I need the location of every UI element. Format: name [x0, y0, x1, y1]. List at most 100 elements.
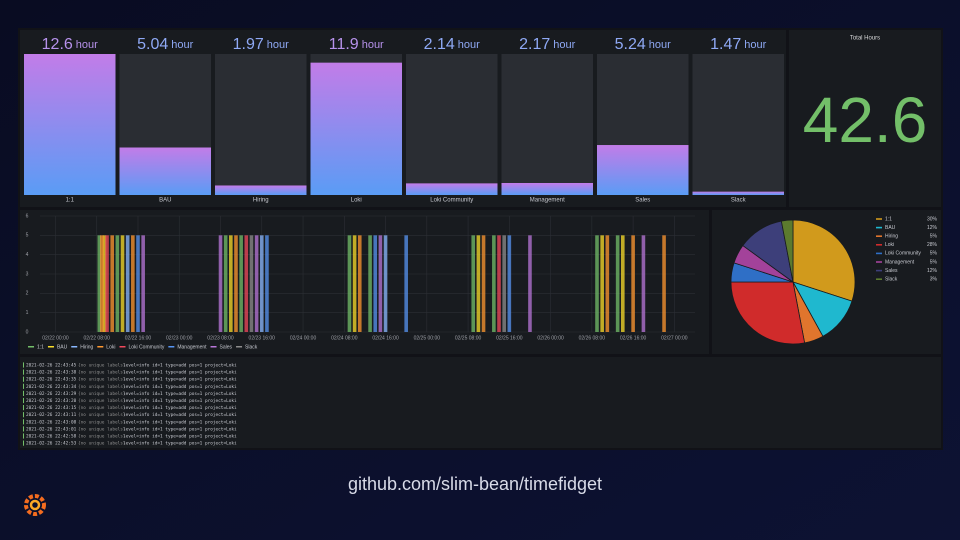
log-message: level=info id=1 type=add pos=1 project=L… [123, 377, 237, 383]
log-labels: {no unique labels} [78, 426, 126, 432]
log-level-bar [23, 383, 24, 389]
log-labels: {no unique labels} [78, 412, 126, 418]
y-tick-label: 1 [26, 310, 29, 316]
stat-title: Total Hours [850, 36, 880, 42]
legend-swatch [71, 346, 78, 348]
bar-track [692, 54, 784, 195]
bar-value-number: 5.04 [137, 36, 168, 53]
spike [481, 235, 486, 332]
spike [131, 235, 135, 332]
log-labels: {no unique labels} [78, 370, 126, 376]
log-labels: {no unique labels} [78, 434, 126, 440]
spike [254, 235, 259, 332]
log-level-bar [23, 390, 24, 396]
log-message: level=info id=1 type=add pos=1 project=L… [123, 434, 237, 440]
bar-value-unit: hour [171, 39, 193, 51]
legend-label: BAU [57, 344, 68, 350]
log-level-bar [23, 369, 24, 375]
bar-value: 11.9 hour [329, 36, 384, 53]
timeseries-panel [20, 210, 709, 354]
legend-swatch [876, 278, 882, 280]
log-level-bar [23, 419, 24, 425]
x-tick-label: 02/24 16:00 [372, 335, 399, 341]
legend-value: 5% [930, 234, 938, 240]
legend-value: 30% [927, 216, 938, 222]
spike [244, 235, 249, 332]
bar-value: 2.14 hour [424, 36, 480, 53]
spike [620, 235, 625, 332]
log-message: level=info id=1 type=add pos=1 project=L… [123, 419, 237, 425]
legend-label: Sales [220, 344, 233, 350]
spike [492, 235, 496, 332]
spike [218, 235, 223, 332]
x-tick-label: 02/25 00:00 [414, 335, 441, 341]
bar-label: BAU [159, 198, 171, 204]
x-tick-label: 02/26 08:00 [579, 335, 606, 341]
spike [383, 235, 388, 332]
spike [471, 235, 476, 332]
spike [357, 235, 362, 332]
log-time: 2021-02-26 22:43:34 [26, 384, 77, 390]
log-time: 2021-02-26 22:42:53 [26, 441, 77, 447]
legend-label: Hiring [885, 234, 898, 240]
spike [265, 235, 269, 332]
log-level-bar [23, 405, 24, 411]
log-level-bar [23, 440, 24, 446]
spike [102, 235, 107, 332]
spike [249, 235, 254, 332]
legend-label: Loki [106, 344, 115, 350]
y-tick-label: 6 [26, 213, 29, 219]
bar-value-unit: hour [267, 39, 289, 51]
spike [110, 235, 115, 332]
spike [229, 235, 233, 332]
legend-swatch [876, 218, 882, 220]
log-time: 2021-02-26 22:43:11 [26, 412, 77, 418]
spike [615, 235, 620, 332]
legend-swatch [876, 244, 882, 246]
bar-value: 1.47 hour [710, 36, 766, 53]
log-level-bar [23, 433, 24, 439]
x-tick-label: 02/24 00:00 [290, 335, 317, 341]
bar-label: Sales [635, 198, 650, 204]
grafana-logo [24, 494, 46, 516]
x-tick-label: 02/26 00:00 [537, 335, 564, 341]
bar [692, 191, 784, 195]
x-tick-label: 02/22 00:00 [42, 335, 69, 341]
y-tick-label: 2 [26, 291, 29, 297]
bar-track [406, 54, 498, 195]
logs-panel [20, 357, 941, 448]
log-message: level=info id=1 type=add pos=1 project=L… [123, 384, 237, 390]
spike [497, 235, 501, 332]
legend-value: 12% [927, 225, 938, 231]
spike [234, 235, 238, 332]
bar [119, 147, 211, 195]
log-time: 2021-02-26 22:43:01 [26, 426, 77, 432]
legend-swatch [876, 252, 882, 255]
spike [631, 235, 635, 332]
log-message: level=info id=1 type=add pos=1 project=L… [123, 363, 237, 369]
y-tick-label: 3 [26, 271, 29, 277]
bar-value-unit: hour [458, 39, 480, 51]
log-level-bar [23, 426, 24, 432]
bar-value: 2.17 hour [519, 36, 575, 53]
log-labels: {no unique labels} [78, 441, 126, 447]
legend-swatch [876, 226, 882, 229]
bar-value-number: 11.9 [329, 36, 359, 53]
bar-value-number: 12.6 [42, 36, 73, 53]
legend-swatch [28, 346, 34, 348]
legend-swatch [119, 346, 126, 348]
x-tick-label: 02/27 00:00 [661, 335, 688, 341]
spike [223, 235, 228, 332]
spike [141, 235, 145, 332]
log-message: level=info id=1 type=add pos=1 project=L… [123, 405, 237, 411]
spike [125, 235, 130, 332]
bar [501, 183, 593, 195]
stat-value: 42.6 [803, 84, 928, 156]
log-time: 2021-02-26 22:43:15 [26, 405, 77, 411]
legend-swatch [876, 235, 882, 237]
legend-label: Management [177, 344, 207, 350]
log-message: level=info id=1 type=add pos=1 project=L… [123, 441, 237, 447]
log-labels: {no unique labels} [78, 391, 126, 397]
bar-value-unit: hour [553, 39, 575, 51]
legend-label: Slack [885, 277, 898, 283]
